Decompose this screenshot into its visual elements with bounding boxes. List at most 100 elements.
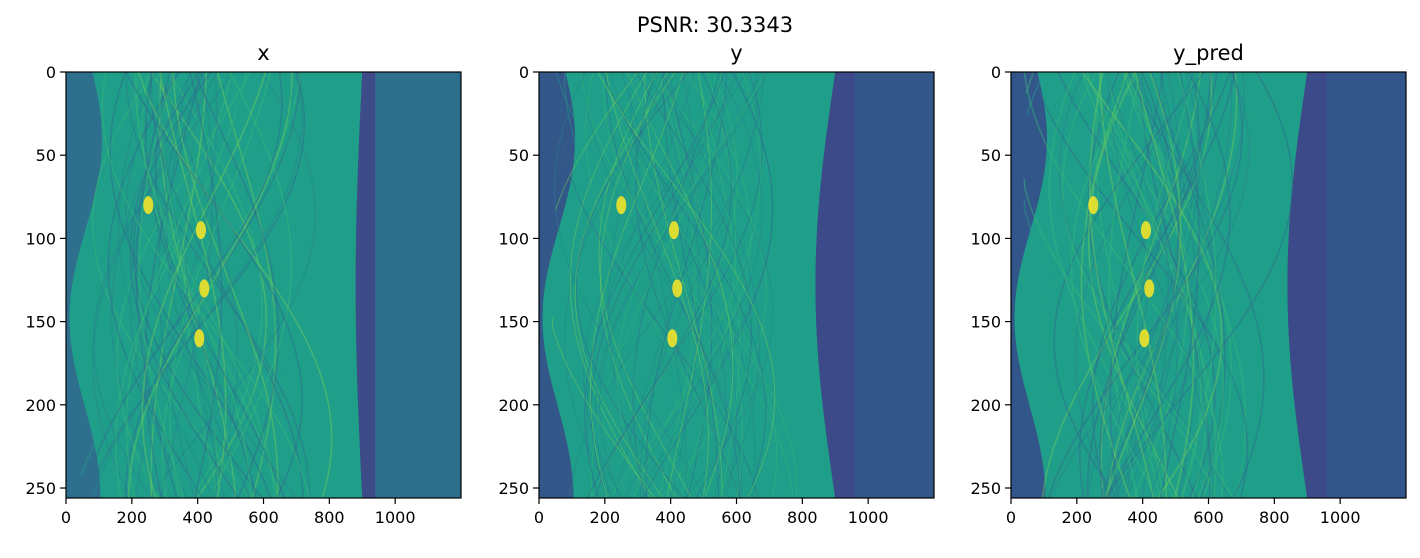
heatmap-streak bbox=[144, 72, 257, 498]
heatmap-highlight bbox=[143, 196, 154, 215]
heatmap-image bbox=[69, 72, 461, 498]
heatmap-streak bbox=[114, 72, 248, 498]
heatmap-streak bbox=[584, 72, 726, 498]
heatmap-streak bbox=[92, 72, 218, 498]
heatmap-streak bbox=[589, 72, 684, 498]
heatmap-streak bbox=[1053, 72, 1205, 498]
heatmap-streak bbox=[1086, 72, 1202, 498]
heatmap-streak bbox=[141, 72, 279, 498]
heatmap-streak bbox=[149, 72, 317, 498]
heatmap-band bbox=[1014, 72, 1308, 498]
heatmap-streak bbox=[1078, 72, 1236, 498]
heatmap-streak bbox=[1108, 72, 1201, 498]
heatmap-image bbox=[1014, 72, 1406, 498]
heatmap-streak bbox=[1074, 72, 1197, 498]
y-tick-label: 50 bbox=[509, 146, 529, 165]
y-tick-label: 150 bbox=[498, 313, 529, 332]
heatmap-streak bbox=[149, 72, 246, 498]
heatmap-streak bbox=[1061, 72, 1234, 498]
heatmap-streak bbox=[158, 72, 218, 498]
heatmap-streak bbox=[599, 72, 768, 498]
heatmap-streak bbox=[1023, 72, 1215, 498]
heatmap-streak bbox=[193, 72, 280, 498]
heatmap-streak bbox=[1120, 72, 1205, 498]
heatmap-streak bbox=[125, 72, 297, 498]
heatmap-streak bbox=[1132, 72, 1203, 498]
x-tick-label: 200 bbox=[117, 508, 148, 527]
heatmap-streak bbox=[680, 72, 737, 498]
heatmap-streak bbox=[551, 72, 656, 498]
heatmap-streak bbox=[1151, 72, 1236, 498]
heatmap-streak bbox=[555, 72, 757, 498]
heatmap-streak bbox=[110, 72, 192, 498]
heatmap-streak bbox=[582, 72, 743, 498]
heatmap-streak bbox=[1098, 72, 1167, 498]
subplot-y: y 0 200 400 600 800 1000 0 50 100 150 200 250 bbox=[498, 41, 935, 527]
heatmap-streak bbox=[1099, 72, 1180, 498]
heatmap-streak bbox=[1136, 72, 1197, 498]
heatmap-streak bbox=[1125, 72, 1189, 498]
heatmap-streak bbox=[161, 72, 302, 498]
heatmap-highlight bbox=[1140, 221, 1151, 240]
heatmap-streak bbox=[623, 72, 763, 498]
heatmap-dark-edge bbox=[1287, 72, 1327, 498]
heatmap-streak bbox=[633, 72, 738, 498]
heatmap-streak bbox=[125, 72, 302, 498]
heatmap-streak bbox=[649, 72, 767, 498]
heatmap-streak bbox=[616, 72, 767, 498]
heatmap-streak bbox=[93, 72, 203, 498]
heatmap-highlight bbox=[1139, 329, 1150, 348]
heatmap-streak bbox=[1042, 72, 1205, 498]
heatmap-streak bbox=[632, 72, 762, 498]
heatmap-streak bbox=[159, 72, 227, 498]
heatmap-streak bbox=[597, 72, 776, 498]
heatmap-streak bbox=[92, 72, 234, 498]
heatmap-streak bbox=[1081, 72, 1208, 498]
x-tick-label: 1000 bbox=[375, 508, 416, 527]
subplot-title: x bbox=[257, 41, 269, 65]
heatmap-streak bbox=[183, 72, 219, 498]
x-tick-label: 400 bbox=[1127, 508, 1158, 527]
y-tick-label: 100 bbox=[498, 229, 529, 248]
heatmap-streak bbox=[141, 72, 267, 498]
heatmap-streak bbox=[184, 72, 225, 498]
heatmap-streak bbox=[1095, 72, 1164, 498]
heatmap-streak bbox=[609, 72, 738, 498]
heatmap-streak bbox=[136, 72, 276, 498]
heatmap-dark-edge bbox=[815, 72, 855, 498]
heatmap-pad-right bbox=[375, 72, 461, 498]
heatmap-streak bbox=[605, 72, 741, 498]
heatmap-highlight bbox=[194, 329, 205, 348]
heatmap-streak bbox=[1105, 72, 1179, 498]
heatmap-streak bbox=[635, 72, 752, 498]
heatmap-streak bbox=[1107, 72, 1217, 498]
heatmap-streak bbox=[167, 72, 305, 498]
heatmap-streak bbox=[639, 72, 765, 498]
heatmap-streak bbox=[150, 72, 207, 498]
heatmap-streak bbox=[646, 72, 703, 498]
y-tick-label: 200 bbox=[970, 396, 1001, 415]
x-tick-label: 400 bbox=[182, 508, 213, 527]
heatmap-streak bbox=[101, 72, 310, 498]
heatmap-streak bbox=[1160, 72, 1199, 498]
x-tick-label: 1000 bbox=[1320, 508, 1361, 527]
heatmap-streak bbox=[152, 72, 215, 498]
heatmap-streak bbox=[603, 72, 794, 498]
heatmap-streak bbox=[564, 72, 677, 498]
heatmap-streak bbox=[125, 72, 233, 498]
subplot-title: y_pred bbox=[1173, 41, 1244, 66]
heatmap-streak bbox=[169, 72, 272, 498]
heatmap-streak bbox=[1139, 72, 1169, 498]
heatmap-streak bbox=[590, 72, 738, 498]
x-tick-label: 0 bbox=[1006, 508, 1016, 527]
x-tick-label: 800 bbox=[787, 508, 818, 527]
heatmap-streak bbox=[666, 72, 743, 498]
heatmap-streak bbox=[137, 72, 333, 498]
heatmap-streak bbox=[135, 72, 218, 498]
heatmap-streak bbox=[168, 72, 263, 498]
x-tick-label: 1000 bbox=[848, 508, 889, 527]
heatmap-streak bbox=[1104, 72, 1231, 498]
heatmap-streak bbox=[657, 72, 696, 498]
heatmap-streak bbox=[109, 72, 272, 498]
x-tick-label: 200 bbox=[1062, 508, 1093, 527]
